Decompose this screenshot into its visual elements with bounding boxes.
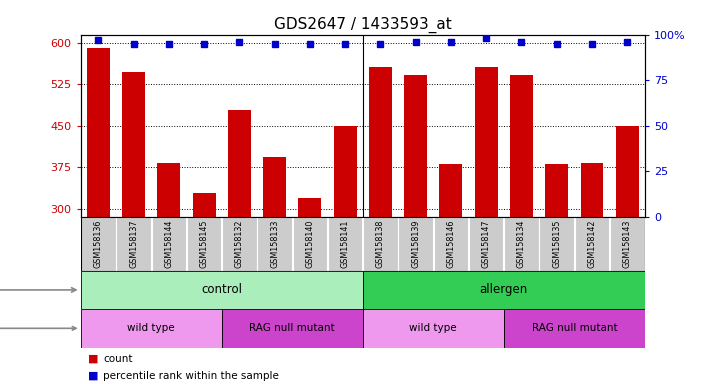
Text: count: count [103, 354, 132, 364]
Bar [369, 67, 392, 217]
Bar [334, 126, 357, 217]
Text: GSM158144: GSM158144 [164, 220, 173, 268]
Text: GSM158140: GSM158140 [306, 220, 314, 268]
Bar [545, 164, 569, 217]
Text: wild type: wild type [409, 323, 457, 333]
Bar [193, 193, 215, 217]
Text: GSM158134: GSM158134 [517, 220, 526, 268]
Text: RAG null mutant: RAG null mutant [250, 323, 335, 333]
Bar [434, 217, 468, 271]
Bar [475, 67, 498, 217]
Bar [328, 217, 362, 271]
Text: GSM158141: GSM158141 [341, 220, 350, 268]
Bar [222, 309, 363, 348]
Text: GSM158142: GSM158142 [587, 220, 597, 268]
Bar [257, 217, 292, 271]
Text: wild type: wild type [128, 323, 175, 333]
Bar [398, 217, 433, 271]
Text: control: control [201, 283, 242, 296]
Text: GSM158143: GSM158143 [622, 220, 632, 268]
Bar [263, 157, 286, 217]
Bar [510, 75, 533, 217]
Text: ■: ■ [88, 371, 98, 381]
Bar [186, 217, 222, 271]
Text: percentile rank within the sample: percentile rank within the sample [103, 371, 279, 381]
Text: GSM158135: GSM158135 [552, 220, 562, 268]
Bar [440, 164, 463, 217]
Bar [116, 217, 151, 271]
Bar [81, 309, 222, 348]
Bar [615, 126, 639, 217]
Bar [580, 163, 604, 217]
Text: GSM158138: GSM158138 [376, 220, 385, 268]
Bar [610, 217, 644, 271]
Bar [504, 217, 539, 271]
Text: GSM158137: GSM158137 [129, 220, 138, 268]
Bar [504, 309, 645, 348]
Bar [404, 75, 427, 217]
Bar [363, 271, 645, 309]
Bar [363, 217, 397, 271]
Bar [292, 217, 327, 271]
Bar [151, 217, 186, 271]
Text: RAG null mutant: RAG null mutant [531, 323, 617, 333]
Bar [122, 71, 145, 217]
Bar [157, 163, 180, 217]
Bar [87, 48, 110, 217]
Text: ■: ■ [88, 354, 98, 364]
Text: GSM158145: GSM158145 [200, 220, 209, 268]
Bar [469, 217, 503, 271]
Text: GSM158133: GSM158133 [270, 220, 279, 268]
Bar [81, 217, 116, 271]
Text: GSM158146: GSM158146 [447, 220, 456, 268]
Text: genotype/variation: genotype/variation [0, 324, 76, 333]
Text: GSM158139: GSM158139 [411, 220, 420, 268]
Text: allergen: allergen [479, 283, 528, 296]
Title: GDS2647 / 1433593_at: GDS2647 / 1433593_at [274, 17, 451, 33]
Bar [299, 198, 321, 217]
Bar [363, 309, 504, 348]
Bar [540, 217, 574, 271]
Text: agent: agent [0, 285, 76, 295]
Text: GSM158132: GSM158132 [235, 220, 244, 268]
Text: GSM158136: GSM158136 [94, 220, 103, 268]
Bar [222, 217, 257, 271]
Bar [575, 217, 609, 271]
Text: GSM158147: GSM158147 [482, 220, 491, 268]
Bar [228, 110, 251, 217]
Bar [81, 271, 363, 309]
